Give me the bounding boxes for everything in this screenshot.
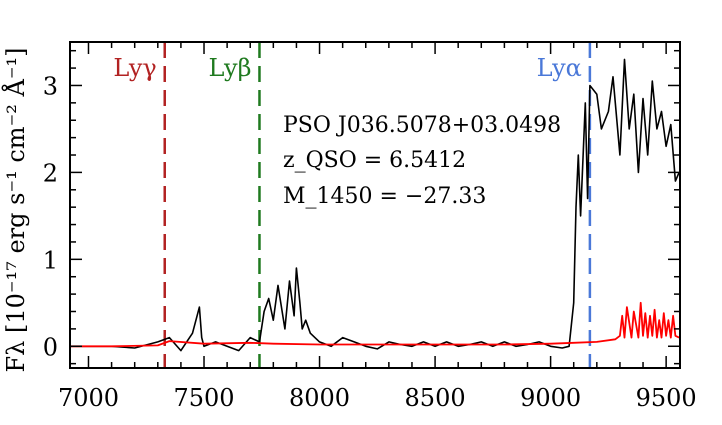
x-tick-label: 8500	[405, 384, 466, 412]
y-axis-title: Fλ [10⁻¹⁷ erg s⁻¹ cm⁻² Å⁻¹]	[1, 48, 30, 373]
x-tick-label: 8000	[289, 384, 350, 412]
annotation-magnitude: M_1450 = −27.33	[283, 184, 486, 209]
reference-label-0: Lyγ	[113, 54, 156, 82]
y-tick-label: 0	[43, 333, 58, 361]
y-tick-label: 1	[43, 246, 58, 274]
reference-label-2: Lyα	[537, 54, 582, 82]
y-tick-label: 3	[43, 72, 58, 100]
x-tick-label: 7500	[173, 384, 234, 412]
annotation-object: PSO J036.5078+03.0498	[283, 113, 561, 138]
y-tick-label: 2	[43, 159, 58, 187]
reference-lines: Lyγ Lyβ Lyα	[113, 42, 592, 368]
plot-series	[70, 58, 680, 352]
plot-frame	[69, 41, 681, 369]
annotation-redshift: z_QSO = 6.5412	[283, 148, 466, 173]
axis-ticks: 7000 7500 8000 8500 9000 9500 0 1 2 3	[43, 42, 697, 412]
reference-label-1: Lyβ	[209, 54, 252, 82]
series-line-1	[70, 301, 680, 348]
x-tick-label: 9000	[520, 384, 581, 412]
x-tick-label: 7000	[58, 384, 119, 412]
series-line-0	[70, 58, 680, 352]
x-tick-label: 9500	[636, 384, 697, 412]
